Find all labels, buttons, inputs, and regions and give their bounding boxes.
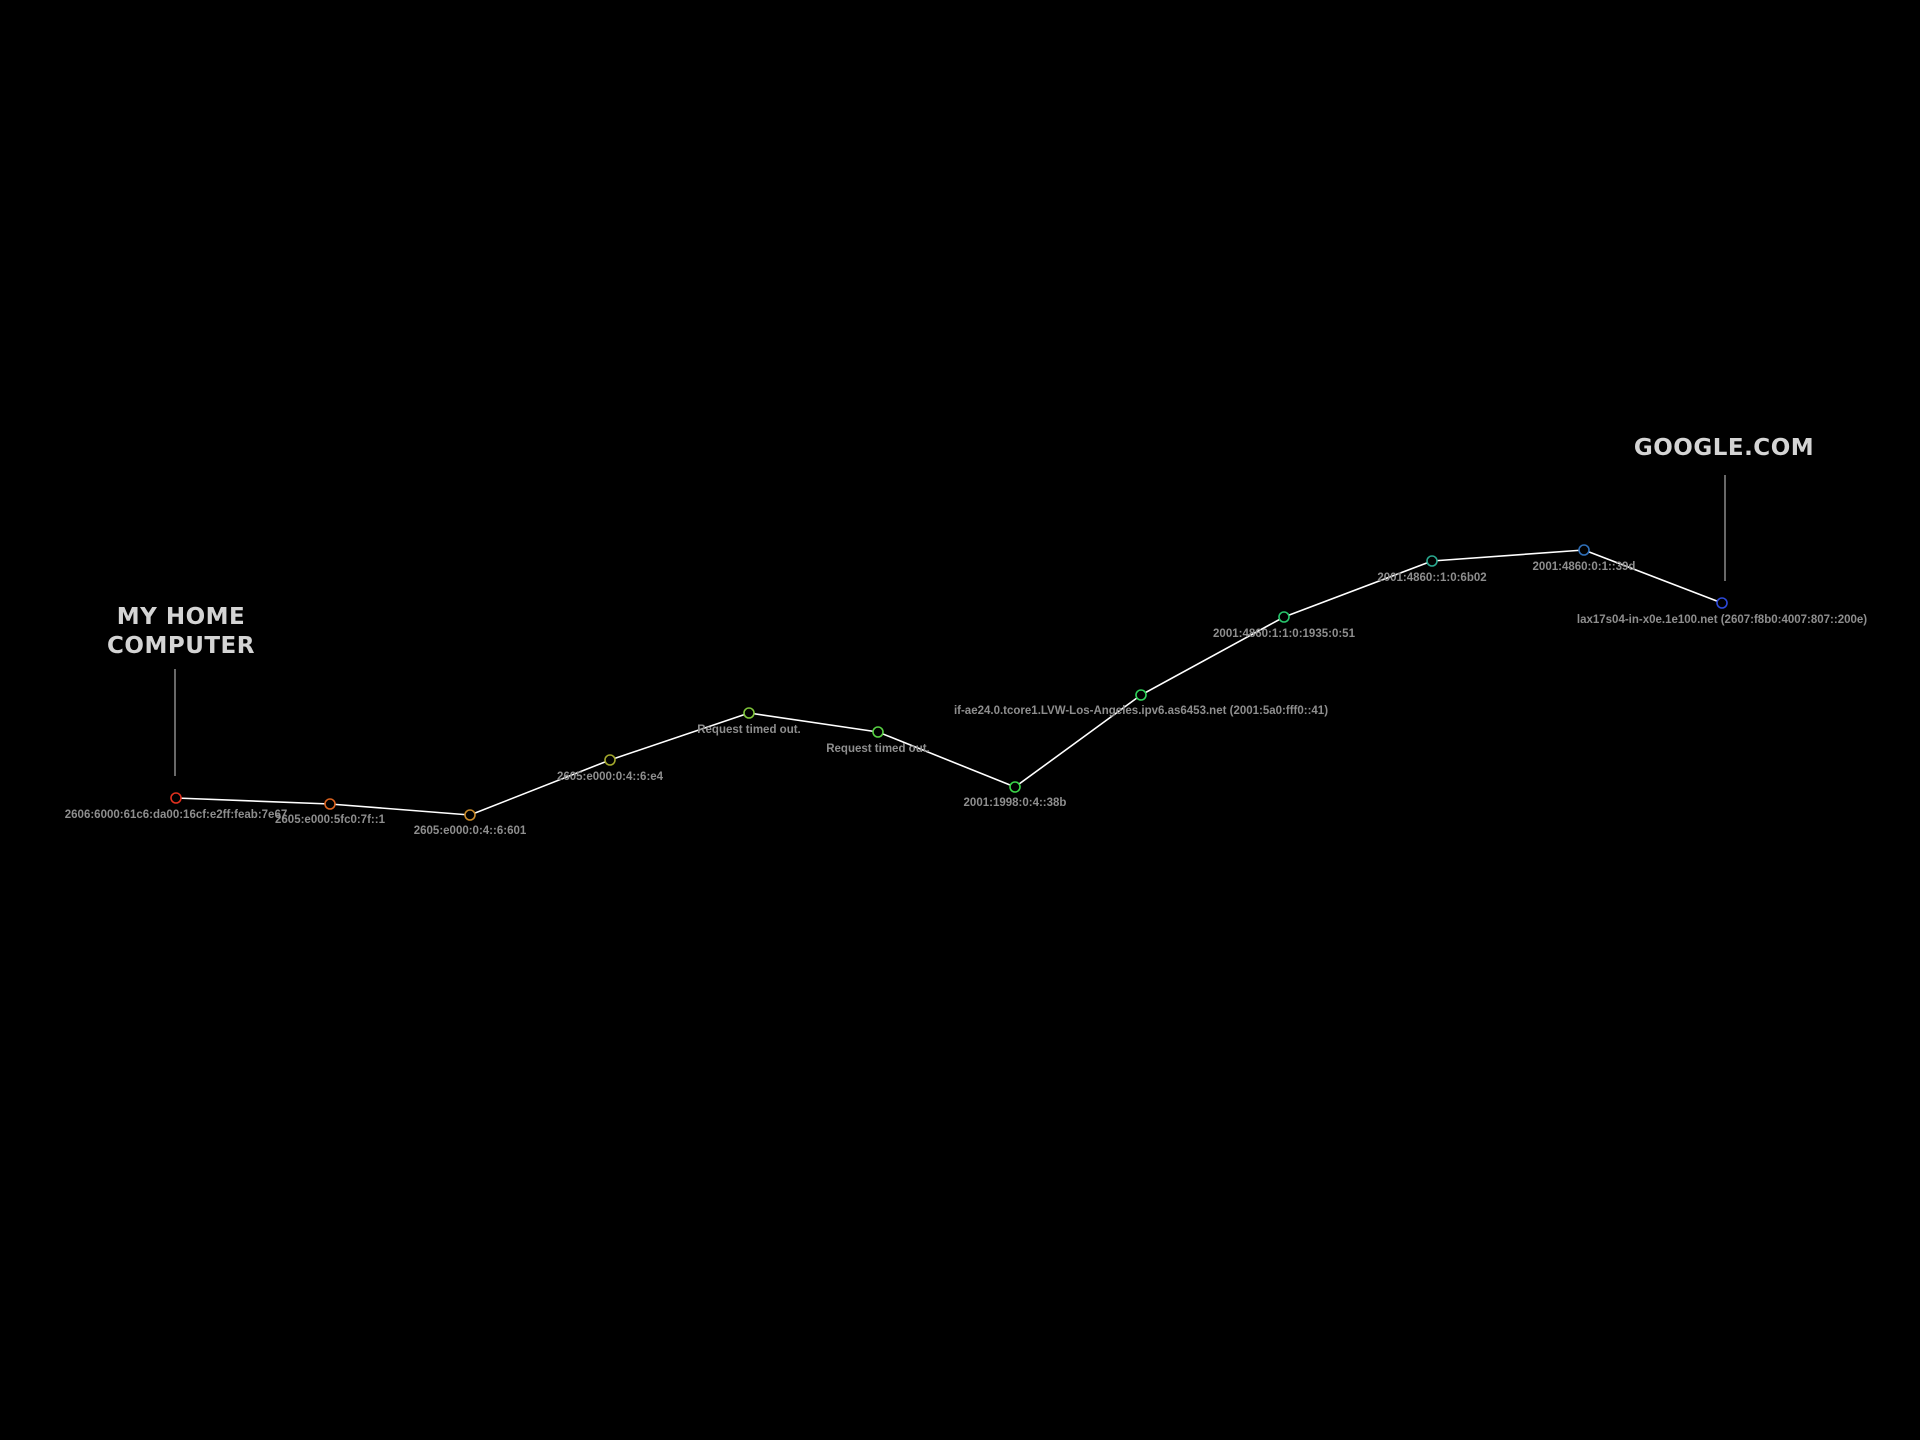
hop-label: 2001:4860:0:1::39d <box>1533 561 1636 573</box>
hop-node <box>1135 689 1147 701</box>
hop-label: Request timed out. <box>697 724 801 736</box>
hop-node <box>324 798 336 810</box>
hop-label: Request timed out. <box>826 743 930 755</box>
hop-node <box>1426 555 1438 567</box>
hop-node <box>1578 544 1590 556</box>
hop-node <box>872 726 884 738</box>
source-label: MY HOME COMPUTER <box>107 604 255 659</box>
hop-node <box>464 809 476 821</box>
destination-label: GOOGLE.COM <box>1633 435 1815 461</box>
hop-node <box>604 754 616 766</box>
hop-node <box>170 792 182 804</box>
hop-label: if-ae24.0.tcore1.LVW-Los-Angeles.ipv6.as… <box>954 705 1328 717</box>
hop-label: 2001:4860::1:0:6b02 <box>1377 572 1486 584</box>
hop-node <box>1278 611 1290 623</box>
route-path <box>175 549 1723 816</box>
hop-label: 2001:1998:0:4::38b <box>964 797 1067 809</box>
hop-node <box>743 707 755 719</box>
hop-label: 2605:e000:0:4::6:601 <box>414 825 527 837</box>
hop-label: 2001:4860:1:1:0:1935:0:51 <box>1213 628 1356 640</box>
hop-node <box>1009 781 1021 793</box>
hop-label: lax17s04-in-x0e.1e100.net (2607:f8b0:400… <box>1577 614 1867 626</box>
hop-label: 2606:6000:61c6:da00:16cf:e2ff:feab:7e67 <box>65 809 287 821</box>
hop-nodes <box>170 544 1728 821</box>
hop-label: 2605:e000:5fc0:7f::1 <box>275 814 386 826</box>
hop-label: 2605:e000:0:4::6:e4 <box>557 771 664 783</box>
hop-labels: 2606:6000:61c6:da00:16cf:e2ff:feab:7e672… <box>65 561 1868 837</box>
hop-node <box>1716 597 1728 609</box>
